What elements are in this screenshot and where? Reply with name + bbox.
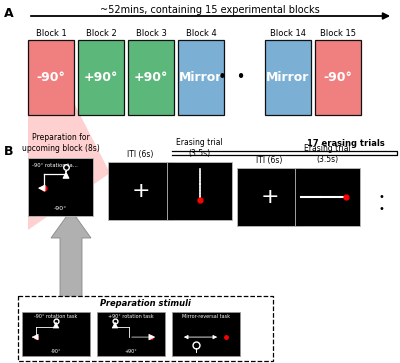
Text: Block 14: Block 14: [270, 29, 306, 37]
Text: Block 2: Block 2: [86, 29, 116, 37]
Text: ~52mins, containing 15 experimental blocks: ~52mins, containing 15 experimental bloc…: [100, 5, 320, 15]
Text: +: +: [131, 181, 150, 201]
Text: Erasing trial
(3.5s): Erasing trial (3.5s): [176, 138, 223, 158]
Bar: [178, 40, 224, 115]
Text: •  •: • •: [218, 70, 246, 85]
Text: +90°: +90°: [84, 71, 118, 84]
Text: Preparation stimuli: Preparation stimuli: [100, 299, 191, 309]
Text: -90°: -90°: [324, 71, 352, 84]
Text: A: A: [4, 7, 14, 20]
Text: ITI (6s): ITI (6s): [127, 151, 154, 159]
Text: Block 15: Block 15: [320, 29, 356, 37]
Text: Mirror: Mirror: [179, 71, 223, 84]
Bar: [172, 312, 240, 356]
Polygon shape: [28, 103, 110, 230]
Text: Block 1: Block 1: [36, 29, 66, 37]
Text: Block 4: Block 4: [186, 29, 216, 37]
Text: +90° rotation task: +90° rotation task: [108, 314, 154, 319]
Text: Mirror: Mirror: [266, 71, 310, 84]
Text: +: +: [260, 187, 279, 207]
Bar: [78, 40, 124, 115]
Text: -90° rotation ta…: -90° rotation ta…: [32, 163, 78, 168]
Bar: [295, 168, 360, 226]
Text: Erasing trial
(3.5s): Erasing trial (3.5s): [304, 144, 351, 164]
Bar: [28, 158, 93, 216]
Bar: [167, 162, 232, 220]
Text: +90°: +90°: [134, 71, 168, 84]
Bar: [22, 312, 90, 356]
Text: •
•: • •: [378, 192, 384, 213]
Bar: [265, 40, 311, 115]
Text: Preparation for
upcoming block (8s): Preparation for upcoming block (8s): [22, 133, 99, 153]
Bar: [28, 40, 74, 115]
Text: -90°: -90°: [51, 349, 61, 354]
Bar: [315, 40, 361, 115]
Bar: [237, 168, 302, 226]
Polygon shape: [51, 210, 91, 300]
Text: ITI (6s): ITI (6s): [256, 156, 283, 166]
Text: B: B: [4, 145, 14, 158]
Text: -90°: -90°: [36, 71, 66, 84]
Text: Block 3: Block 3: [136, 29, 166, 37]
Text: -90°: -90°: [54, 206, 67, 211]
Bar: [108, 162, 173, 220]
Text: Mirror-reversal task: Mirror-reversal task: [182, 314, 230, 319]
Text: 17 erasing trials: 17 erasing trials: [307, 139, 385, 148]
Bar: [97, 312, 165, 356]
Text: +90°: +90°: [125, 349, 137, 354]
Bar: [18, 296, 273, 361]
Text: -90° rotation task: -90° rotation task: [34, 314, 78, 319]
Bar: [128, 40, 174, 115]
